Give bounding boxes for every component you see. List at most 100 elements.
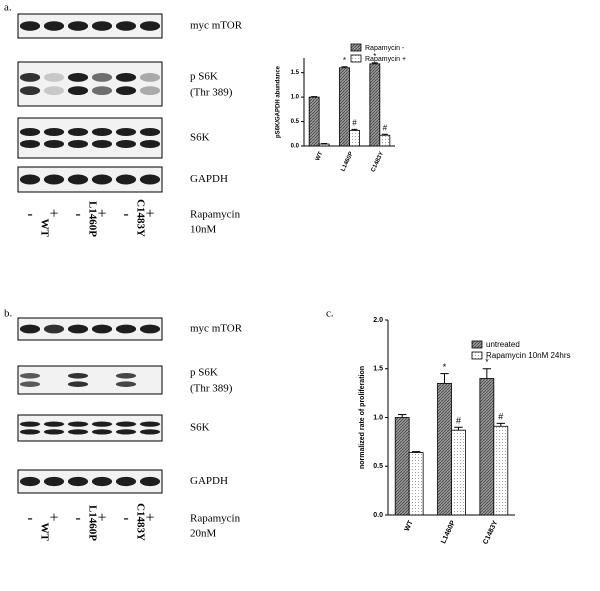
x-tick-label: WT: [315, 151, 325, 162]
bar: [308, 96, 320, 147]
blot-strip: [17, 365, 163, 395]
treatment-sign: +: [97, 510, 106, 527]
blot-band: [19, 421, 41, 427]
legend-swatch: [350, 43, 362, 52]
blot-strip: [17, 166, 163, 193]
y-tick-label: 0.0: [291, 144, 300, 150]
blot-band: [115, 429, 137, 435]
blot-band: [67, 476, 89, 487]
x-tick-label: C1483Y: [370, 151, 385, 173]
blot-band: [43, 21, 65, 31]
significance-marker: *: [343, 56, 346, 65]
significance-marker: #: [456, 416, 461, 426]
blot-band: [19, 381, 41, 388]
blot-band: [139, 429, 161, 435]
significance-marker: #: [383, 123, 388, 132]
blot-band: [67, 421, 89, 427]
y-tick-label: 0.0: [373, 512, 383, 519]
blot-band: [67, 174, 89, 185]
blot-band: [43, 73, 65, 82]
blot-band: [115, 421, 137, 427]
blot-band: [91, 429, 113, 435]
blot-band: [91, 21, 113, 31]
blot-band: [91, 128, 113, 136]
band-label: (Thr 389): [190, 87, 233, 99]
treatment-sign: -: [27, 206, 32, 223]
treatment-sign: -: [123, 510, 128, 527]
blot-band: [115, 140, 137, 148]
blot-band: [115, 86, 137, 95]
band-label: p S6K: [190, 71, 218, 83]
y-tick-label: 0.5: [291, 119, 300, 125]
panel-label: b.: [4, 308, 13, 320]
x-tick-label: WT: [404, 519, 415, 532]
blot-band: [139, 86, 161, 95]
sample-label: C1483Y: [134, 503, 146, 541]
treatment-sign: +: [97, 206, 106, 223]
y-tick-label: 1.0: [373, 414, 383, 421]
sample-label: L1460P: [86, 201, 98, 237]
sample-label: L1460P: [86, 505, 98, 541]
blot-band: [43, 476, 65, 487]
blot-band: [139, 476, 161, 487]
blot-band: [67, 381, 89, 388]
bar: [369, 63, 381, 147]
blot-strip: [17, 317, 163, 341]
blot-band: [67, 429, 89, 435]
blot-band: [19, 86, 41, 95]
blot-band: [67, 373, 89, 379]
bar: [349, 129, 360, 147]
blot-strip: [17, 13, 163, 39]
band-label: myc mTOR: [190, 323, 243, 335]
blot-band: [43, 324, 65, 334]
blot-strip: [17, 117, 163, 159]
x-tick-label: L1460P: [440, 519, 457, 544]
bar: [318, 143, 330, 147]
blot-band: [139, 73, 161, 82]
significance-marker: *: [485, 357, 489, 367]
treatment-sign: -: [27, 510, 32, 527]
blot-band: [115, 373, 137, 379]
y-tick-label: 2.0: [373, 317, 383, 324]
legend-swatch: [471, 340, 483, 349]
blot-strip: [17, 469, 163, 494]
band-label: GAPDH: [190, 173, 228, 185]
blot-band: [115, 174, 137, 185]
blot-band: [43, 429, 65, 435]
significance-marker: #: [352, 118, 357, 127]
blot-band: [115, 324, 137, 334]
treatment-sign: +: [49, 206, 58, 223]
y-tick-label: 1.0: [291, 95, 300, 101]
blot-band: [43, 421, 65, 427]
treatment-label: Rapamycin: [190, 513, 241, 525]
blot-band: [139, 421, 161, 427]
treatment-sign: -: [75, 206, 80, 223]
legend-label: Rapamycin 10nM 24hrs: [486, 351, 570, 360]
blot-band: [19, 73, 41, 82]
blot-band: [43, 86, 65, 95]
legend-label: Rapamycin +: [365, 56, 406, 63]
treatment-sign: +: [145, 206, 154, 223]
y-axis-label: normalized rate of proliferation: [359, 366, 366, 469]
blot-band: [139, 128, 161, 136]
blot-band: [91, 73, 113, 82]
blot-band: [43, 140, 65, 148]
blot-band: [91, 174, 113, 185]
blot-band: [91, 324, 113, 334]
band-label: myc mTOR: [190, 20, 243, 32]
blot-band: [19, 373, 41, 379]
band-label: GAPDH: [190, 475, 228, 487]
panel-label: a.: [4, 2, 12, 14]
bar: [408, 452, 424, 516]
blot-band: [67, 324, 89, 334]
y-tick-label: 0.5: [373, 463, 383, 470]
bar: [437, 382, 452, 516]
blot-band: [43, 128, 65, 136]
blot-band: [19, 174, 41, 185]
blot-band: [115, 21, 137, 31]
blot-band: [115, 128, 137, 136]
y-tick-label: 1.5: [291, 70, 300, 76]
blot-band: [67, 128, 89, 136]
blot-band: [19, 476, 41, 487]
